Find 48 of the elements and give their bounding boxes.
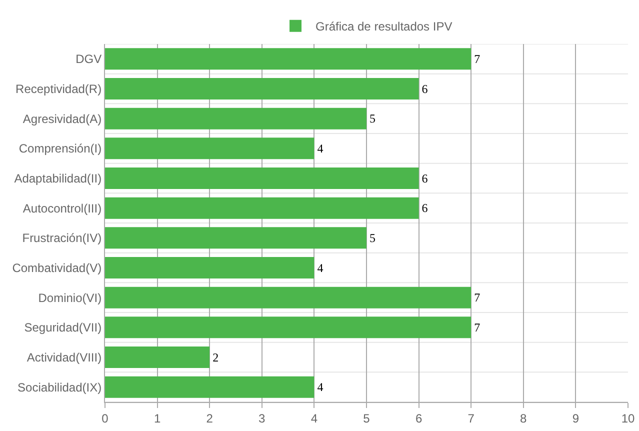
data-label: 6 — [422, 201, 428, 216]
y-tick-label: Agresividad(A) — [22, 112, 102, 126]
bar — [105, 257, 314, 278]
data-label: 4 — [317, 380, 324, 394]
y-tick-label: Combatividad(V) — [12, 260, 102, 275]
bar — [105, 346, 210, 368]
bar — [105, 48, 472, 70]
x-tick-label: 8 — [520, 411, 528, 426]
bar — [105, 376, 314, 398]
bar — [105, 227, 366, 249]
x-tick-label: 9 — [572, 411, 580, 426]
y-tick-label: Comprensión(I) — [18, 142, 102, 156]
y-tick-label: Frustración(IV) — [22, 231, 102, 246]
y-tick-label: Adaptabilidad(II) — [14, 171, 102, 186]
y-tick-label: Actividad(VIII) — [26, 350, 102, 364]
y-tick-label: Dominio(VI) — [38, 290, 102, 305]
y-tick-label: Sociabilidad(IX) — [18, 380, 102, 394]
data-label: 7 — [474, 290, 480, 305]
x-tick-label: 1 — [154, 411, 161, 426]
data-label: 6 — [422, 171, 428, 186]
bar — [105, 197, 419, 219]
y-tick-label: DGV — [76, 52, 102, 66]
bar — [105, 78, 419, 100]
legend-label: Gráfica de resultados IPV — [316, 20, 452, 34]
bar — [105, 316, 472, 338]
y-tick-label: Receptividad(R) — [16, 82, 102, 96]
data-label: 6 — [422, 82, 428, 96]
data-label: 5 — [370, 112, 376, 126]
y-tick-label: Seguridad(VII) — [24, 320, 102, 335]
data-label: 2 — [212, 350, 219, 364]
x-tick-label: 3 — [258, 411, 266, 426]
x-tick-label: 2 — [206, 411, 214, 426]
y-tick-label: Autocontrol(III) — [22, 201, 102, 216]
x-tick-label: 5 — [363, 411, 370, 426]
x-tick-label: 4 — [310, 411, 318, 426]
x-tick-label: 0 — [102, 411, 109, 426]
bar — [105, 108, 366, 130]
data-label: 7 — [474, 320, 480, 334]
x-tick-label: 7 — [468, 411, 475, 426]
data-label: 4 — [317, 141, 324, 156]
data-label: 4 — [317, 260, 324, 275]
x-tick-label: 6 — [415, 411, 422, 426]
bar — [105, 138, 314, 160]
bar — [105, 168, 419, 189]
data-label: 7 — [474, 52, 480, 66]
bar — [105, 286, 472, 308]
x-tick-label: 10 — [621, 411, 635, 426]
data-label: 5 — [370, 230, 376, 245]
